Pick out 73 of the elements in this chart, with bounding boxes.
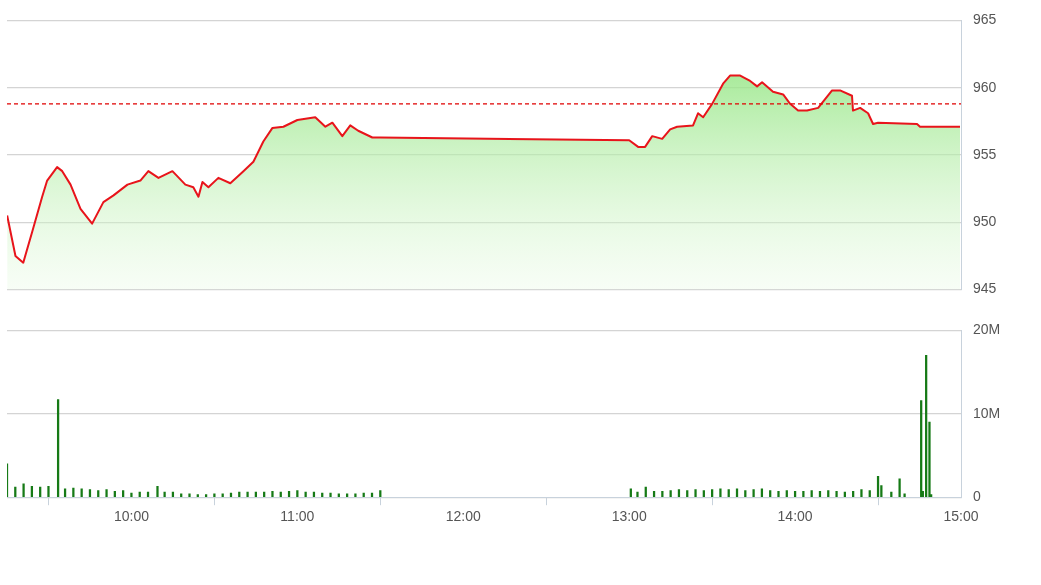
bar — [669, 490, 672, 497]
bar — [852, 491, 855, 497]
bar — [769, 490, 772, 497]
bar — [898, 478, 901, 497]
y-tick-label: 10M — [973, 404, 1001, 421]
bar — [711, 489, 714, 497]
y-tick-label: 20M — [973, 321, 1001, 338]
bar — [802, 491, 805, 497]
y-tick-label: 955 — [973, 145, 997, 162]
bar — [188, 493, 191, 497]
x-tick-label: 13:00 — [611, 508, 647, 525]
bar — [279, 491, 282, 497]
bar — [263, 491, 266, 497]
bar — [727, 489, 730, 497]
bar — [694, 489, 697, 497]
bar — [204, 494, 208, 497]
bar — [835, 491, 838, 497]
y-tick-label: 945 — [973, 280, 997, 297]
bar — [810, 490, 813, 497]
bar — [130, 492, 133, 497]
bar — [122, 490, 125, 497]
bar — [777, 491, 780, 497]
bar — [47, 486, 50, 497]
x-tick-label: 15:00 — [943, 508, 979, 525]
bar — [868, 490, 871, 497]
bar — [246, 491, 249, 497]
bar — [661, 491, 664, 497]
bar — [354, 493, 357, 497]
bar — [702, 490, 705, 497]
x-tick-label: 12:00 — [445, 508, 481, 525]
bar — [146, 491, 150, 497]
bar — [296, 490, 299, 497]
bar — [213, 493, 216, 497]
bar — [97, 490, 100, 497]
bar — [287, 491, 291, 497]
bar — [785, 490, 788, 497]
bar — [156, 486, 159, 497]
bar — [254, 491, 257, 497]
bar — [677, 489, 681, 497]
bar — [138, 491, 141, 497]
bar — [744, 490, 747, 497]
bar — [379, 490, 382, 497]
bar — [88, 489, 92, 497]
bar — [22, 483, 25, 497]
x-tick-label: 14:00 — [777, 508, 813, 525]
bar — [196, 494, 199, 497]
y-tick-label: 965 — [973, 11, 997, 28]
bar — [686, 490, 689, 497]
bar — [636, 491, 639, 497]
bar — [271, 491, 274, 497]
bar — [329, 492, 332, 497]
bar — [113, 491, 116, 497]
bar — [752, 489, 755, 497]
y-tick-label: 960 — [973, 78, 997, 95]
bar — [903, 493, 906, 497]
bar — [843, 491, 846, 497]
bar — [105, 489, 108, 497]
x-tick-label: 10:00 — [113, 508, 150, 525]
bar — [719, 488, 722, 497]
y-tick-label: 0 — [973, 488, 981, 505]
bar — [860, 489, 863, 497]
bar — [652, 491, 656, 497]
bar — [818, 491, 822, 497]
x-tick-label: 11:00 — [280, 508, 315, 525]
bar — [312, 491, 316, 497]
bar — [238, 491, 241, 497]
bar — [827, 490, 830, 497]
bar — [890, 491, 893, 497]
bar — [171, 491, 175, 497]
bar — [793, 491, 797, 497]
bar — [163, 491, 166, 497]
y-tick-label: 950 — [973, 213, 997, 230]
bar — [304, 491, 307, 497]
